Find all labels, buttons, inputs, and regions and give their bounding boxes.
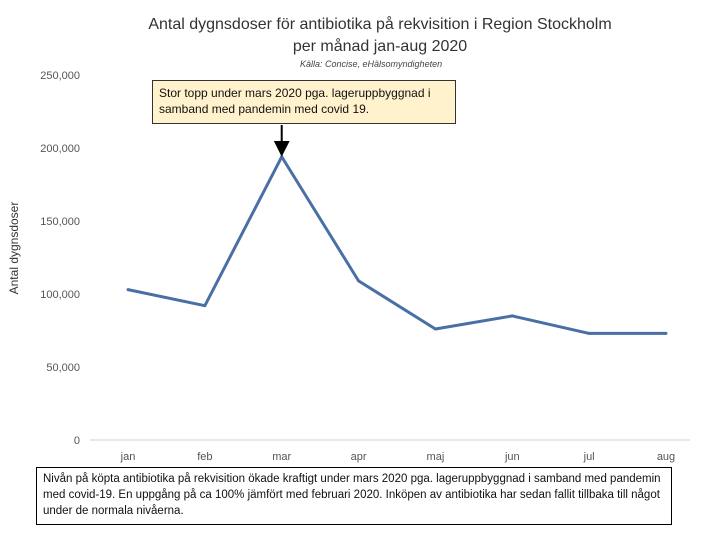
x-tick-label: jun [504,451,520,463]
y-tick-label: 50,000 [46,362,80,374]
y-tick-label: 150,000 [40,216,80,228]
annotation-callout: Stor topp under mars 2020 pga. lageruppb… [152,80,456,124]
x-tick-label: mar [272,451,291,463]
y-tick-label: 250,000 [40,70,80,82]
data-point [126,288,130,292]
x-tick-label: feb [197,451,212,463]
data-point [433,327,437,331]
data-point [280,155,284,159]
y-tick-label: 200,000 [40,143,80,155]
data-point [357,279,361,283]
chart-source: Källa: Concise, eHälsomyndigheten [300,59,443,69]
y-tick-labels: 0 50,000 100,000 150,000 200,000 250,000 [40,70,80,447]
data-point [587,331,591,335]
data-points [126,155,668,335]
x-tick-label: apr [351,451,367,463]
data-point [203,304,207,308]
x-tick-label: aug [657,451,675,463]
y-tick-label: 0 [74,435,80,447]
chart-title-line1: Antal dygnsdoser för antibiotika på rekv… [148,16,612,33]
chart-title: Antal dygnsdoser för antibiotika på rekv… [90,14,670,58]
x-tick-label: jul [583,451,595,463]
y-tick-label: 100,000 [40,289,80,301]
series-line [127,155,666,335]
x-tick-labels: jan feb mar apr maj jun jul aug [120,451,676,463]
footnote-box: Nivån på köpta antibiotika på rekvisitio… [36,467,672,525]
data-point [664,331,668,335]
x-tick-label: jan [120,451,136,463]
chart-title-line2: per månad jan-aug 2020 [292,38,468,55]
x-tick-label: maj [427,451,445,463]
data-point [510,314,514,318]
